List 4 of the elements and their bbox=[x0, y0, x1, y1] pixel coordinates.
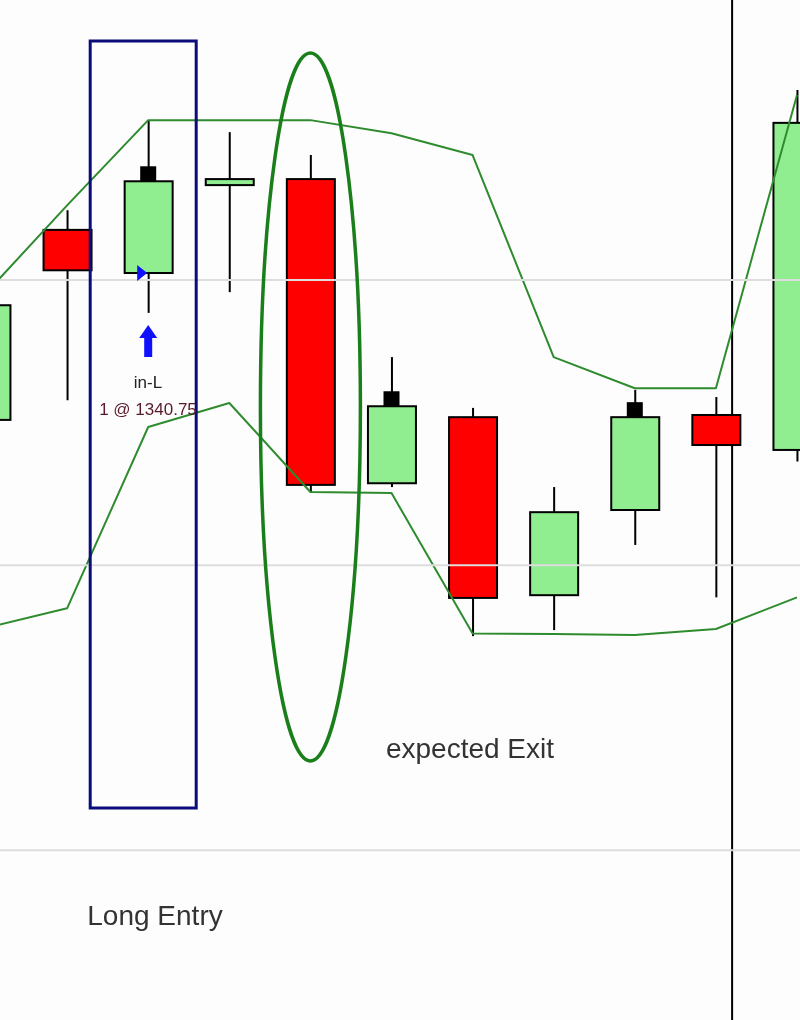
text: expected Exit bbox=[385, 733, 555, 764]
annotation: in-L bbox=[133, 373, 163, 392]
text: Long Entry bbox=[87, 900, 223, 931]
candlestick bbox=[204, 131, 255, 294]
